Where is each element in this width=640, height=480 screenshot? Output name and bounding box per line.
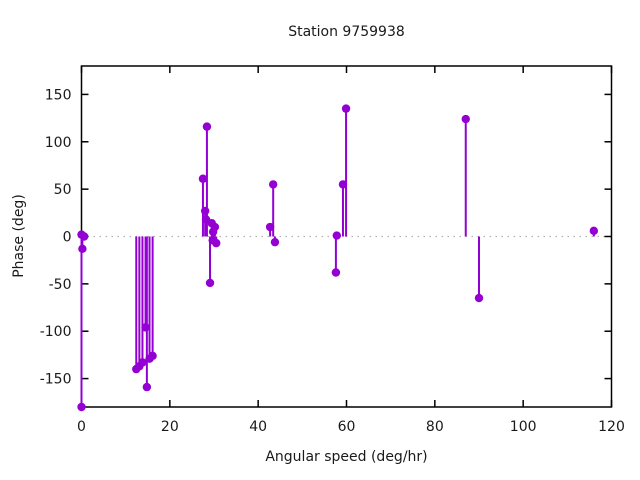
data-point — [79, 232, 89, 241]
y-tick-label: -150 — [40, 372, 72, 388]
data-point — [202, 122, 212, 131]
data-point — [142, 382, 152, 392]
data-point — [270, 237, 280, 247]
x-axis-label: Angular speed (deg/hr) — [265, 449, 428, 465]
data-point — [589, 226, 599, 236]
data-point — [77, 402, 86, 412]
chart-title: Station 9759938 — [288, 24, 405, 40]
y-tick-label: 100 — [45, 135, 72, 151]
data-point — [338, 180, 348, 189]
data-point — [461, 114, 470, 124]
data-point — [198, 174, 208, 183]
data-point — [268, 180, 278, 189]
x-tick-label: 60 — [338, 419, 356, 435]
x-tick-label: 120 — [598, 419, 625, 435]
x-tick-label: 0 — [77, 419, 86, 435]
x-tick-label: 80 — [426, 419, 444, 435]
y-tick-label: 50 — [54, 182, 72, 198]
x-tick-label: 20 — [161, 419, 179, 435]
x-tick-label: 40 — [249, 419, 267, 435]
data-point — [332, 231, 341, 240]
y-tick-label: 150 — [45, 87, 72, 103]
x-tick-label: 100 — [510, 419, 537, 435]
data-point — [474, 293, 484, 303]
data-point — [212, 238, 221, 248]
data-point — [138, 358, 147, 367]
data-point — [341, 104, 351, 113]
y-tick-label: -50 — [49, 277, 72, 293]
data-point — [331, 268, 341, 277]
data-point — [210, 222, 220, 232]
y-tick-label: 0 — [63, 230, 72, 246]
data-point — [141, 323, 150, 332]
data-point — [200, 206, 210, 216]
data-point — [78, 244, 87, 254]
data-point — [265, 222, 275, 232]
data-point — [205, 278, 215, 288]
data-point — [148, 351, 157, 361]
y-tick-label: -100 — [40, 324, 72, 340]
